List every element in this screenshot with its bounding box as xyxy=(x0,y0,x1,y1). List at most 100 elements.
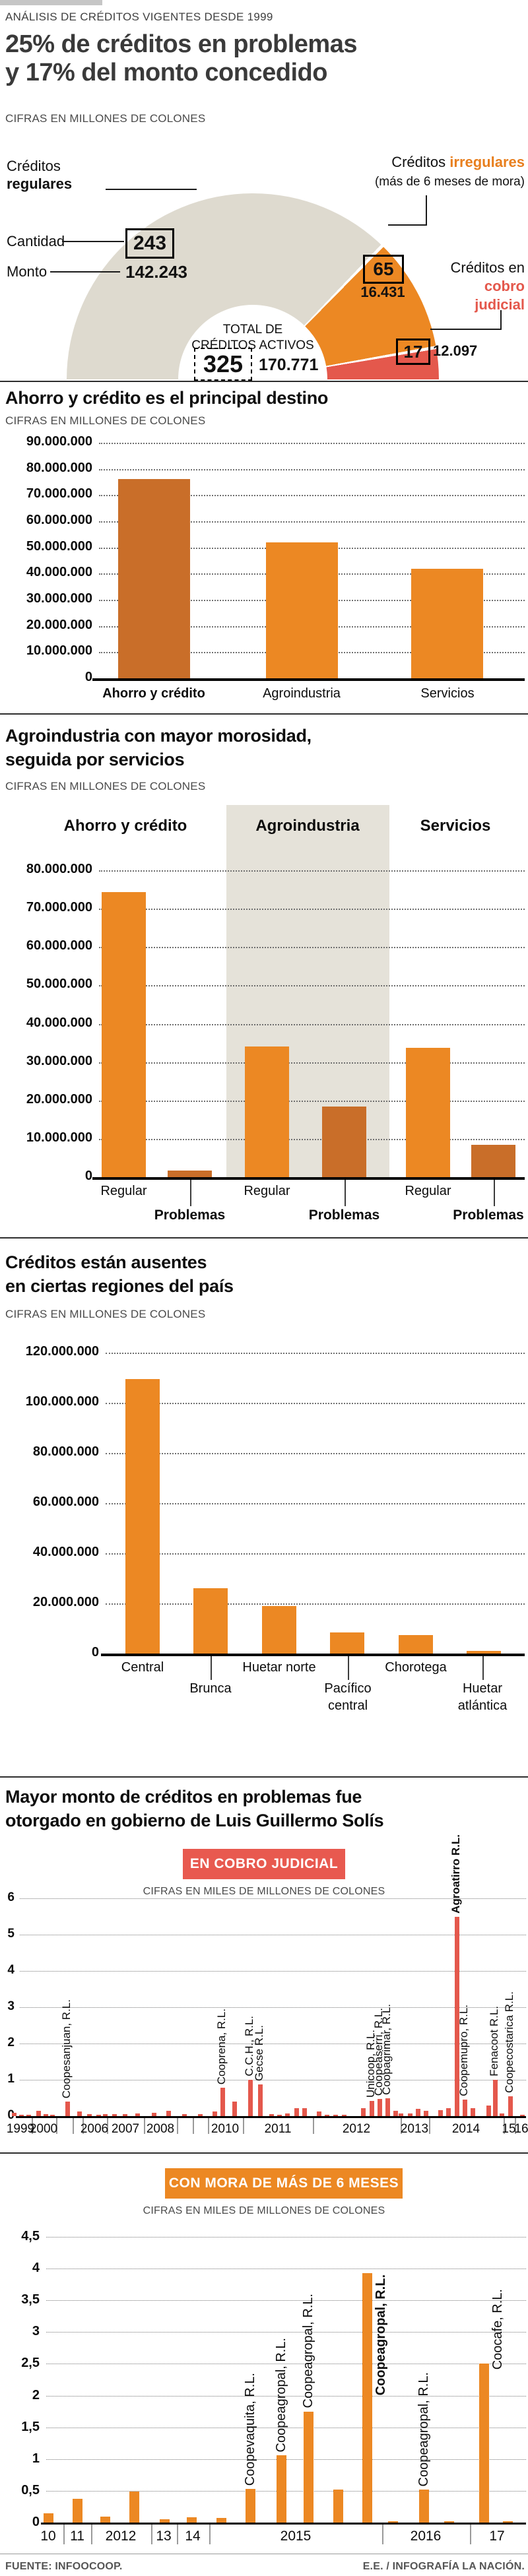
page-title-line1: 25% de créditos en problemas xyxy=(5,30,357,58)
timeline-bar xyxy=(152,2112,156,2116)
region-label: Central xyxy=(121,1660,164,1675)
timeline-bar xyxy=(166,2111,171,2116)
timeline-bar xyxy=(123,2114,127,2116)
leader-irregular-v xyxy=(426,195,427,226)
y-tick-label: 0 xyxy=(84,1169,92,1183)
year-label: 2012 xyxy=(105,2528,137,2544)
timeline-bar xyxy=(317,2111,321,2116)
footer-source: FUENTE: INFOOCOOP. xyxy=(5,2561,123,2572)
y-tick-label: 4 xyxy=(32,2261,40,2276)
year-label: 2000 xyxy=(29,2122,58,2136)
y-tick-label: 1 xyxy=(32,2451,40,2466)
grid-line xyxy=(106,1453,525,1454)
bar-problemas xyxy=(471,1145,515,1177)
timeline-bar xyxy=(96,2114,101,2116)
y-tick-label: 50.000.000 xyxy=(26,538,92,554)
cantidad-irregulares-box: 65 xyxy=(363,255,404,284)
timeline-bar xyxy=(220,2088,225,2116)
y-tick-label: 120.000.000 xyxy=(25,1344,99,1359)
year-label: 14 xyxy=(185,2528,201,2544)
grid-line xyxy=(106,1403,525,1404)
grid-line xyxy=(106,1353,525,1354)
section-divider-4 xyxy=(0,1776,528,1778)
y-tick-label: 0 xyxy=(84,670,92,684)
year-tick xyxy=(193,2118,194,2134)
total-cantidad-value: 325 xyxy=(203,350,244,377)
leader-monto xyxy=(50,271,120,273)
timeline-bar xyxy=(455,1916,459,2116)
grid-line xyxy=(99,495,525,497)
year-label: 2011 xyxy=(264,2122,292,2136)
gauge-irregular-label: Créditos irregulares (más de 6 meses de … xyxy=(375,153,525,191)
grid-line xyxy=(99,909,525,911)
region-label: Pacífico xyxy=(324,1681,372,1696)
year-label: 2013 xyxy=(400,2122,429,2136)
bar-regular xyxy=(245,1046,289,1177)
x-label: Agroindustria xyxy=(263,686,341,701)
y-tick-label: 80.000.000 xyxy=(26,862,92,876)
timeline-bar xyxy=(277,2114,282,2116)
timeline-bar xyxy=(304,2411,314,2523)
bar-Pacífico central xyxy=(330,1632,364,1654)
regular-label: Regular xyxy=(100,1184,147,1198)
year-label: 2012 xyxy=(342,2122,371,2136)
problemas-label: Problemas xyxy=(154,1208,226,1223)
timeline-bar xyxy=(302,2108,307,2116)
x-axis-line xyxy=(101,1654,525,1656)
section-title-destino: Ahorro y crédito es el principal destino xyxy=(5,388,329,408)
year-label: 2016 xyxy=(410,2528,442,2544)
gauge-irregular-highlight: irregulares xyxy=(449,154,525,170)
cantidad-label: Cantidad xyxy=(7,233,65,249)
region-label: Chorotega xyxy=(385,1660,447,1675)
grid-line xyxy=(106,1503,525,1504)
year-tick xyxy=(56,2118,57,2134)
leader-cantidad xyxy=(62,241,124,242)
y-tick-label: 4 xyxy=(7,1963,15,1977)
y-tick-label: 1,5 xyxy=(21,2419,40,2434)
grid-line xyxy=(20,1971,526,1972)
y-tick-label: 2,5 xyxy=(21,2356,40,2371)
monto-irregulares-value: 16.431 xyxy=(360,284,405,300)
year-label: 16 xyxy=(514,2122,528,2136)
timeline-bar xyxy=(486,2105,491,2116)
timeline-bar xyxy=(112,2113,117,2116)
region-label: atlántica xyxy=(457,1698,508,1713)
section-title-morosidad-2: seguida por servicios xyxy=(5,750,185,769)
bar-Agroindustria xyxy=(266,542,338,678)
section-title-morosidad-1: Agroindustria con mayor morosidad, xyxy=(5,726,312,746)
grid-line xyxy=(99,947,525,949)
region-leader xyxy=(348,1656,349,1680)
y-tick-label: 50.000.000 xyxy=(26,977,92,992)
year-tick xyxy=(177,2525,178,2544)
y-tick-label: 60.000.000 xyxy=(26,513,92,527)
year-tick xyxy=(144,2118,145,2134)
timeline-bar xyxy=(100,2517,110,2523)
timeline-bar xyxy=(277,2455,286,2523)
timeline-bar xyxy=(424,2110,428,2116)
gauge-center-line1: TOTAL DE xyxy=(222,323,283,337)
gauge-judicial-label: Créditos en cobro judicial xyxy=(450,259,525,314)
year-label: 2006 xyxy=(80,2122,109,2136)
grid-line xyxy=(99,1062,525,1064)
y-tick-label: 0 xyxy=(32,2515,40,2529)
year-label: 2014 xyxy=(451,2122,480,2136)
year-tick xyxy=(91,2525,92,2544)
bar-Huetar norte xyxy=(262,1605,296,1654)
year-tick xyxy=(313,2118,314,2134)
y-tick-label: 70.000.000 xyxy=(26,486,92,501)
year-label: 2008 xyxy=(146,2122,175,2136)
section-title-regiones-1: Créditos están ausentes xyxy=(5,1252,207,1272)
regular-label: Regular xyxy=(244,1184,290,1198)
gauge-judicial-line1: Créditos en xyxy=(450,259,525,276)
bar-label: Coopecostarica R.L. xyxy=(502,1991,515,2093)
top-accent-bar xyxy=(0,0,102,5)
timeline-bar xyxy=(438,2109,443,2116)
y-tick-label: 70.000.000 xyxy=(26,900,92,915)
timeline-bar xyxy=(19,2115,24,2116)
timeline-bar xyxy=(500,2113,504,2116)
section-divider-3 xyxy=(0,1237,528,1239)
timeline-bar xyxy=(182,2113,187,2116)
bar-label: Coopeagropal, R.L. xyxy=(416,2371,431,2486)
x-label: Ahorro y crédito xyxy=(102,686,205,701)
